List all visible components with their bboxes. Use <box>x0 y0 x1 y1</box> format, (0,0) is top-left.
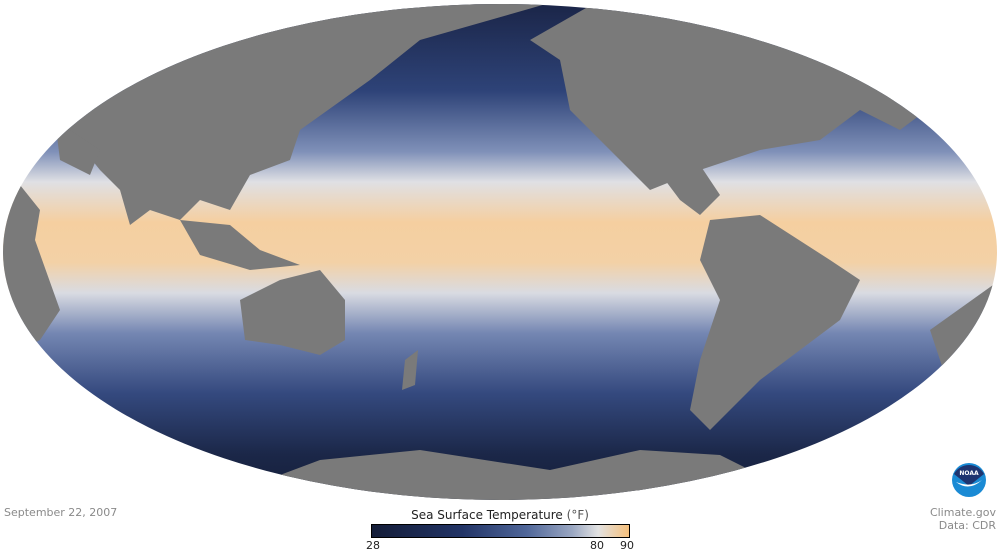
noaa-logo: NOAA <box>952 463 986 497</box>
central-america <box>650 160 720 215</box>
arabia <box>55 120 100 175</box>
legend-tick-80: 80 <box>590 539 604 552</box>
legend-tick-min: 28 <box>366 539 380 552</box>
color-scale-bar <box>371 524 630 538</box>
noaa-logo-text: NOAA <box>959 470 979 477</box>
credit-data: Data: CDR <box>938 519 996 532</box>
credits: Climate.gov Data: CDR <box>930 506 996 532</box>
australia <box>240 270 345 355</box>
credit-source: Climate.gov <box>929 506 996 519</box>
legend-title: Sea Surface Temperature (°F) <box>370 508 630 522</box>
legend-unit: (°F) <box>566 508 589 522</box>
legend-tick-max: 90 <box>620 539 634 552</box>
south-america <box>690 215 860 430</box>
maritime-continent <box>180 220 300 270</box>
new-zealand <box>402 350 418 390</box>
legend-title-text: Sea Surface Temperature <box>411 508 563 522</box>
sea-surface-temperature-map <box>3 4 997 500</box>
ocean-surface <box>3 4 997 500</box>
date-label: September 22, 2007 <box>4 506 118 519</box>
